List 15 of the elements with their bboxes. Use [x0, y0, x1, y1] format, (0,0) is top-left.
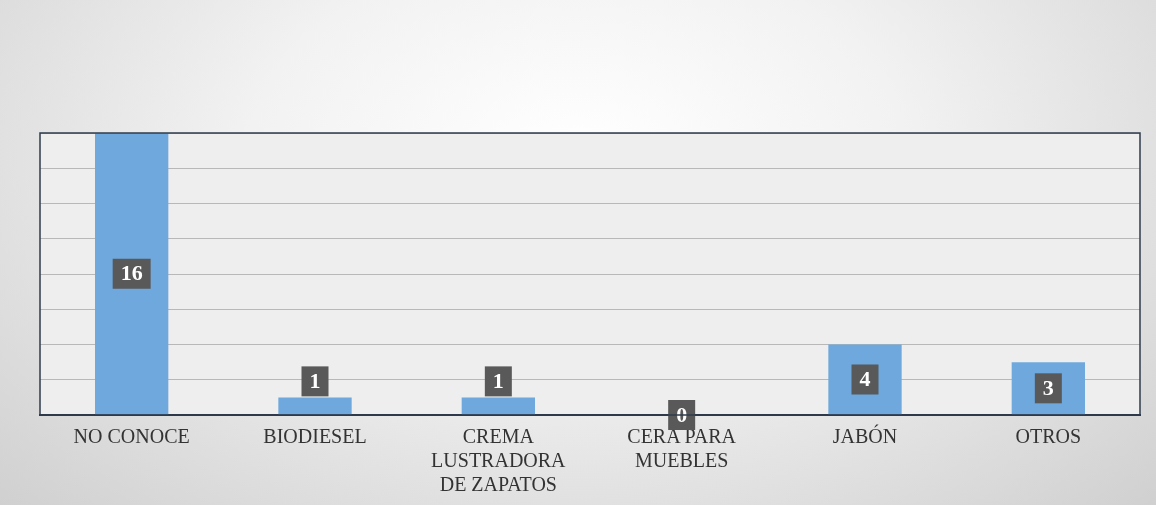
data-label: 1 [309, 368, 321, 394]
data-label: 16 [120, 260, 143, 286]
x-tick-label: JABÓN [832, 424, 898, 448]
x-tick-label: NO CONOCE [73, 425, 190, 448]
data-label: 3 [1042, 375, 1054, 400]
bar [278, 397, 352, 415]
data-label: 0 [676, 401, 688, 427]
data-label: 1 [492, 368, 504, 394]
x-tick-label: BIODIESEL [263, 425, 367, 448]
data-label: 4 [859, 366, 871, 392]
x-tick-label: CREMA LUSTRADORA DE ZAPATOS [431, 425, 567, 496]
bar [461, 397, 535, 415]
x-tick-label: CERA PARA MUEBLES [627, 425, 737, 472]
x-tick-label: OTROS [1015, 425, 1082, 448]
bar [95, 133, 169, 415]
